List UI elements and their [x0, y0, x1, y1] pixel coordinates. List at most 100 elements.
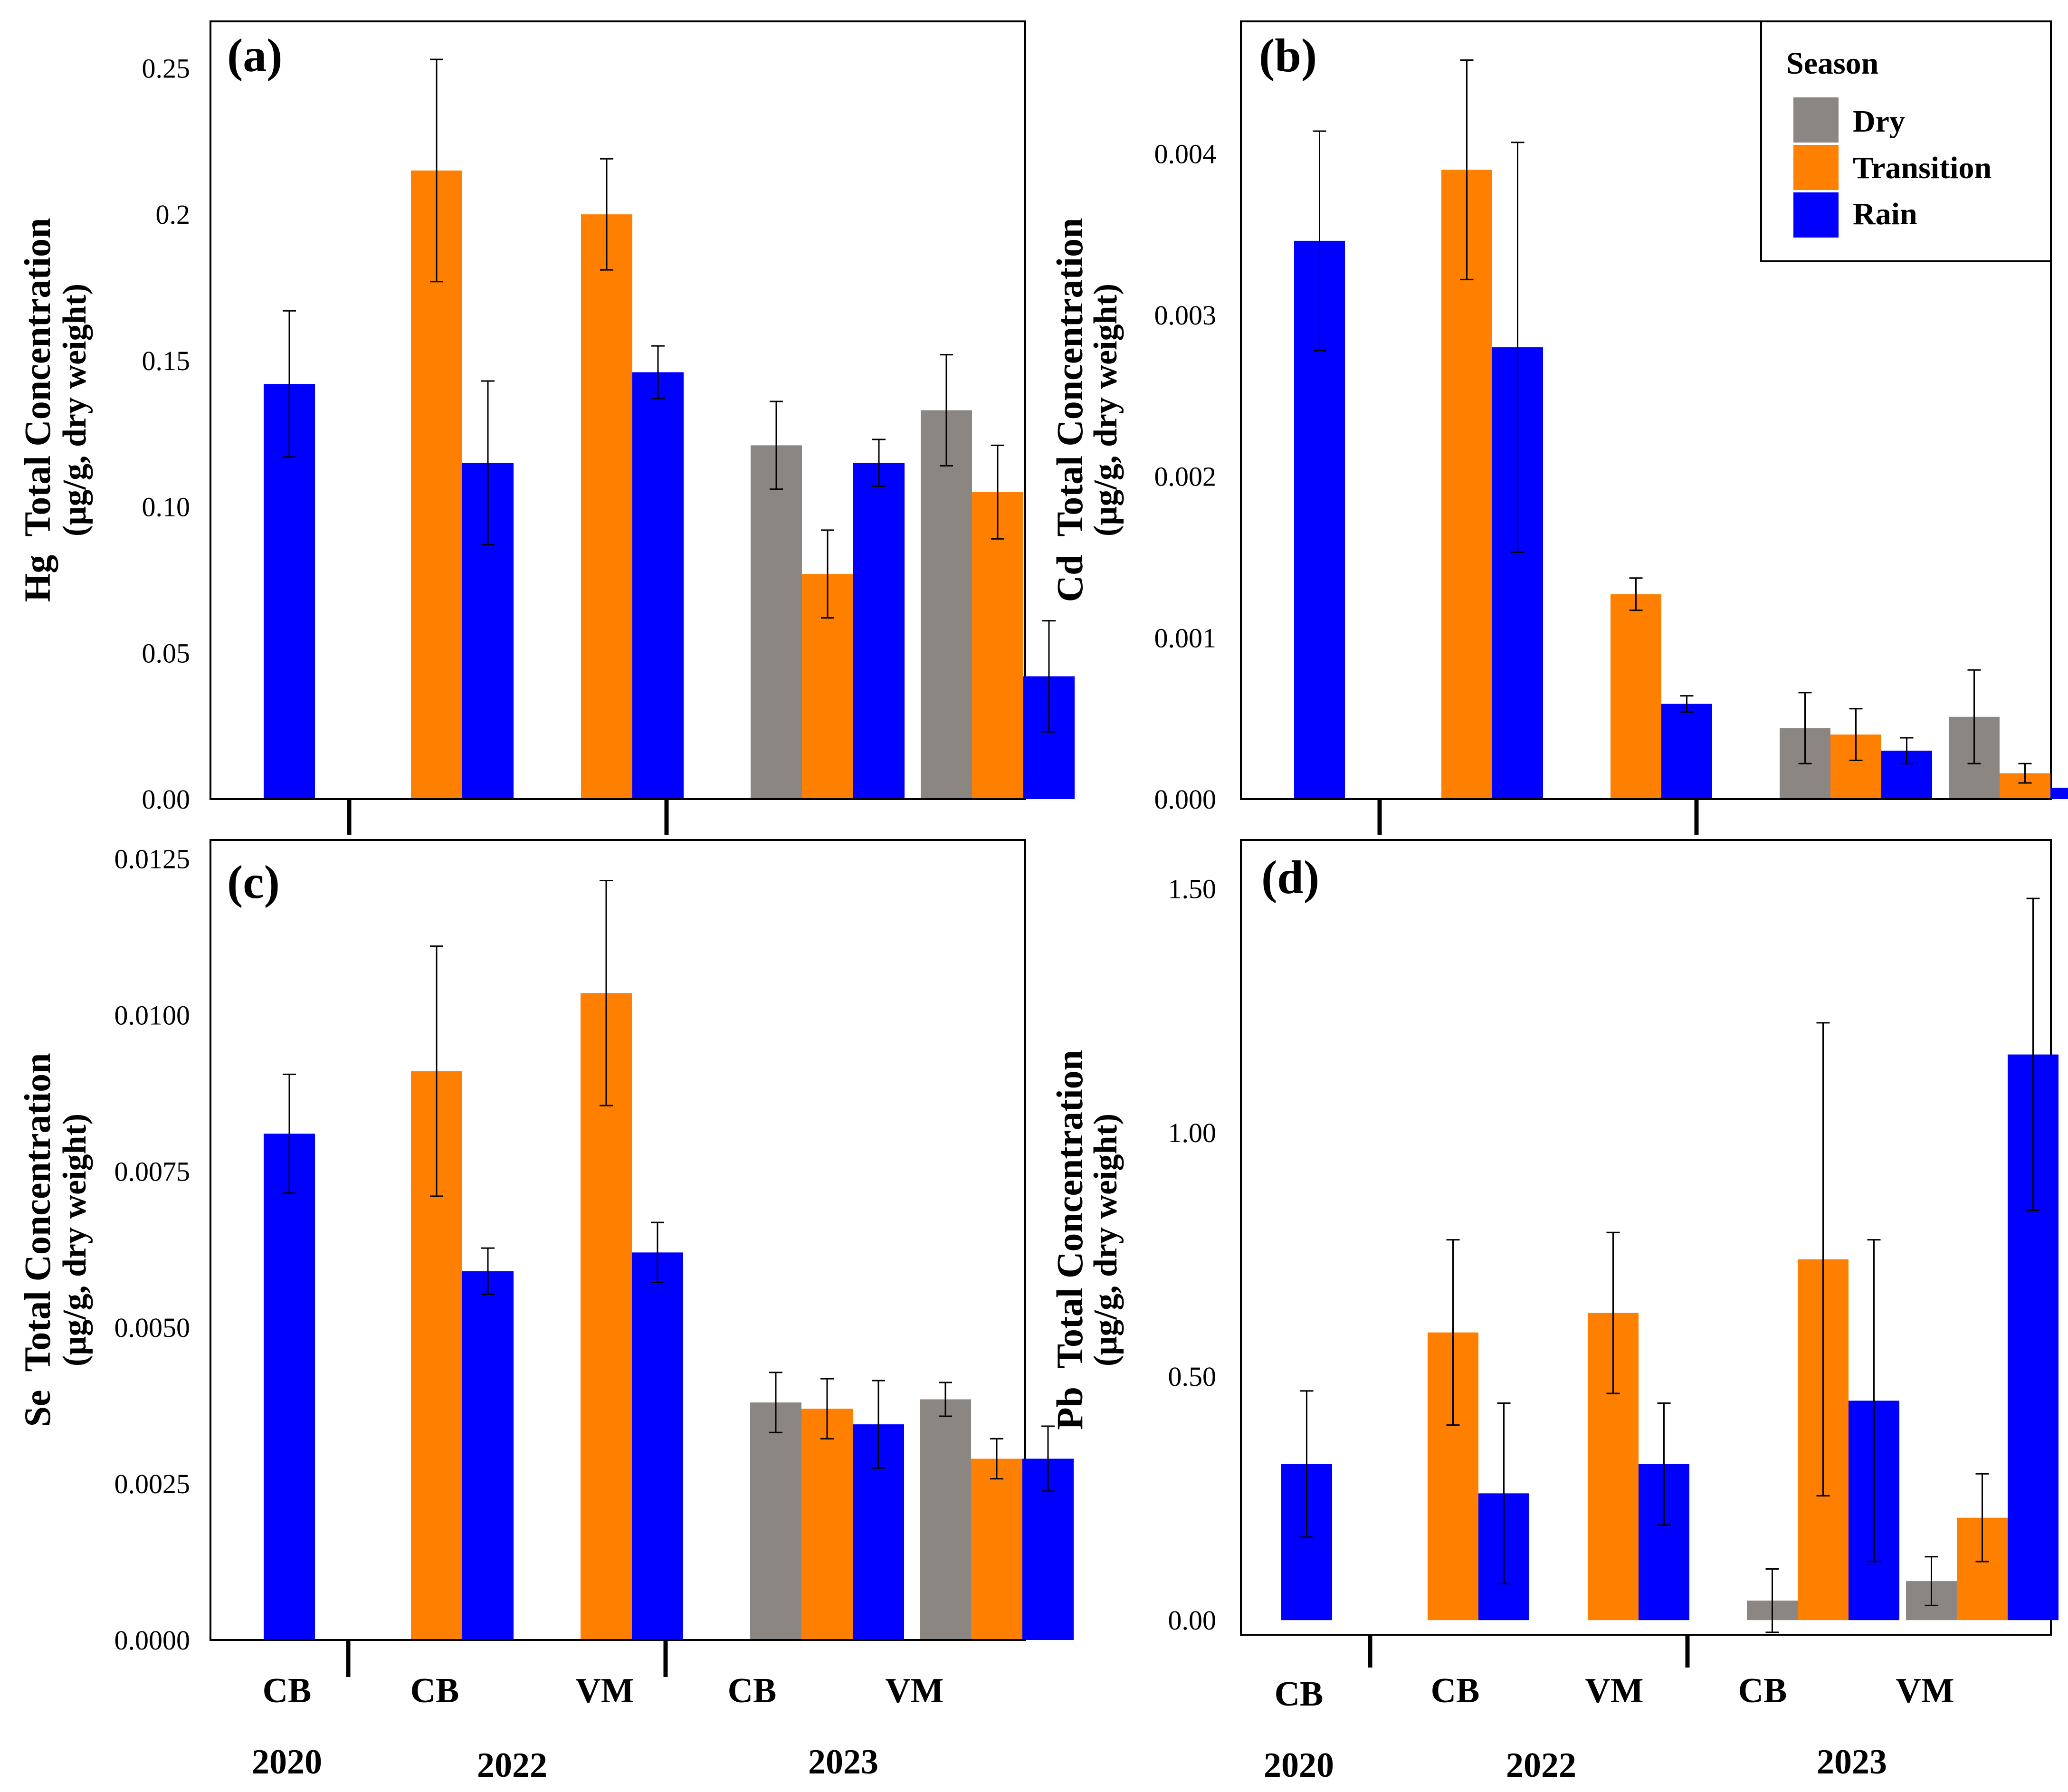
y-tick-label: 0.0000 — [114, 1625, 191, 1656]
legend-swatch-rain — [1793, 192, 1839, 238]
error-bar-transition — [990, 1438, 1003, 1480]
error-bar-rain — [651, 1221, 664, 1283]
bar-transition — [971, 1458, 1022, 1640]
y-label-element: Se — [17, 1390, 58, 1427]
y-tick-label: 0.10 — [142, 492, 191, 523]
error-bar-dry — [769, 1372, 782, 1433]
y-tick-label: 0.002 — [1154, 461, 1217, 492]
bars — [1294, 170, 2068, 800]
legend-swatch-transition — [1793, 145, 1839, 190]
y-tick-label: 1.50 — [1168, 874, 1217, 905]
error-bar-transition — [600, 880, 613, 1106]
error-bar-rain — [1300, 1390, 1314, 1538]
error-bar-rain — [1313, 130, 1326, 352]
legend-label-dry: Dry — [1853, 104, 1905, 139]
error-bar-rain — [1042, 620, 1056, 733]
error-bar-transition — [1446, 1239, 1460, 1426]
bar-rain — [264, 1134, 315, 1640]
x-group-label: VM — [575, 1671, 634, 1710]
bar-transition — [801, 1409, 853, 1640]
y-tick-label: 0.15 — [142, 345, 191, 376]
bar-dry — [921, 410, 972, 799]
y-axis-unit-label: (µg/g, dry weight) — [1087, 1114, 1124, 1366]
y-tick-label: 0.003 — [1154, 300, 1217, 331]
x-year-label: 2023 — [808, 1743, 878, 1782]
bar-transition — [581, 214, 632, 799]
error-bar-rain — [481, 380, 495, 546]
y-tick-label: 0.004 — [1154, 138, 1217, 169]
x-group-label: VM — [885, 1671, 943, 1710]
error-bar-rain — [651, 345, 665, 400]
error-bar-transition — [1849, 708, 1863, 761]
error-bar-transition — [600, 158, 613, 271]
x-group-label: CB — [410, 1671, 459, 1710]
error-bar-rain — [283, 310, 296, 458]
y-label-element: Hg — [17, 555, 58, 602]
panel-letter: (a) — [227, 29, 283, 82]
x-group-label: CB — [1275, 1675, 1324, 1714]
y-tick-label: 0.001 — [1154, 622, 1217, 653]
y-label-measure: Total Concentration — [1049, 218, 1090, 537]
error-bar-rain — [1900, 737, 1914, 764]
error-bars — [283, 58, 1056, 733]
x-year-label: 2020 — [1264, 1746, 1334, 1785]
y-label-element: Pb — [1049, 1387, 1090, 1430]
panel-letter: (d) — [1261, 851, 1319, 904]
y-tick-label: 0.50 — [1168, 1361, 1217, 1392]
panel-c-se: (c) 0.0000 0.0025 0.0050 0.0075 0.0100 0.0125… — [17, 839, 1074, 1785]
legend-title: Season — [1786, 46, 1878, 81]
y-tick-labels: 0.0000 0.0025 0.0050 0.0075 0.0100 0.0125 — [114, 843, 191, 1656]
error-bar-transition — [430, 58, 443, 283]
x-year-label: 2022 — [1506, 1746, 1576, 1785]
error-bar-dry — [770, 400, 783, 490]
error-bar-dry — [1967, 669, 1981, 764]
y-tick-label: 1.00 — [1168, 1117, 1217, 1148]
y-axis-label: Hg Total Concentration — [17, 218, 58, 602]
legend-swatch-dry — [1793, 97, 1839, 143]
x-group-label: CB — [263, 1671, 312, 1710]
y-tick-label: 0.00 — [142, 784, 191, 815]
error-bar-transition — [1460, 59, 1474, 280]
panel-d-pb: (d) 0.00 0.50 1.00 1.50 Pb Total Concentrat… — [1049, 839, 2058, 1785]
y-label-element: Cd — [1049, 555, 1090, 602]
error-bar-rain — [1041, 1425, 1055, 1492]
y-axis-unit-label: (µg/g, dry weight) — [57, 284, 93, 536]
x-year-label: 2022 — [477, 1746, 547, 1785]
error-bar-transition — [820, 1378, 834, 1439]
y-axis-unit-label: (µg/g, dry weight) — [1087, 284, 1124, 536]
error-bar-rain — [1657, 1402, 1671, 1526]
error-bar-transition — [2018, 763, 2032, 784]
bar-rain — [462, 1271, 514, 1640]
x-group-label: CB — [1738, 1671, 1787, 1710]
bar-dry — [920, 1399, 971, 1640]
error-bar-rain — [481, 1247, 495, 1295]
error-bar-transition — [991, 444, 1004, 540]
x-year-label: 2020 — [252, 1743, 322, 1782]
y-axis-unit-label: (µg/g, dry weight) — [57, 1114, 93, 1366]
x-group-label: VM — [1896, 1671, 1954, 1710]
bar-transition — [972, 492, 1023, 799]
y-tick-labels: 0.000 0.001 0.002 0.003 0.004 — [1154, 138, 1217, 815]
bars — [1281, 1054, 2058, 1620]
error-bar-dry — [940, 354, 953, 467]
y-axis-label: Cd Total Concentration — [1049, 218, 1090, 602]
panel-b-cd: (b) 0.000 0.001 0.002 0.003 0.004 Cd Total C… — [1049, 20, 2068, 835]
panel-letter: (c) — [227, 856, 280, 908]
legend-label-transition: Transition — [1853, 151, 1992, 185]
error-bar-dry — [1798, 692, 1812, 764]
y-tick-label: 0.0050 — [114, 1312, 191, 1343]
error-bar-transition — [821, 529, 834, 619]
error-bar-rain — [2026, 897, 2040, 1211]
bar-rain — [632, 1252, 683, 1640]
error-bar-rain — [1511, 142, 1525, 553]
x-group-label: CB — [1431, 1671, 1480, 1710]
error-bar-transition — [1816, 1022, 1830, 1497]
x-group-label: VM — [1585, 1671, 1643, 1710]
bar-transition — [1611, 594, 1661, 799]
bars — [264, 170, 1075, 800]
y-tick-label: 0.0075 — [114, 1156, 191, 1187]
y-tick-label: 0.2 — [156, 199, 191, 230]
x-year-label: 2023 — [1817, 1743, 1887, 1782]
error-bar-rain — [872, 1380, 885, 1469]
error-bars — [1300, 897, 2040, 1633]
